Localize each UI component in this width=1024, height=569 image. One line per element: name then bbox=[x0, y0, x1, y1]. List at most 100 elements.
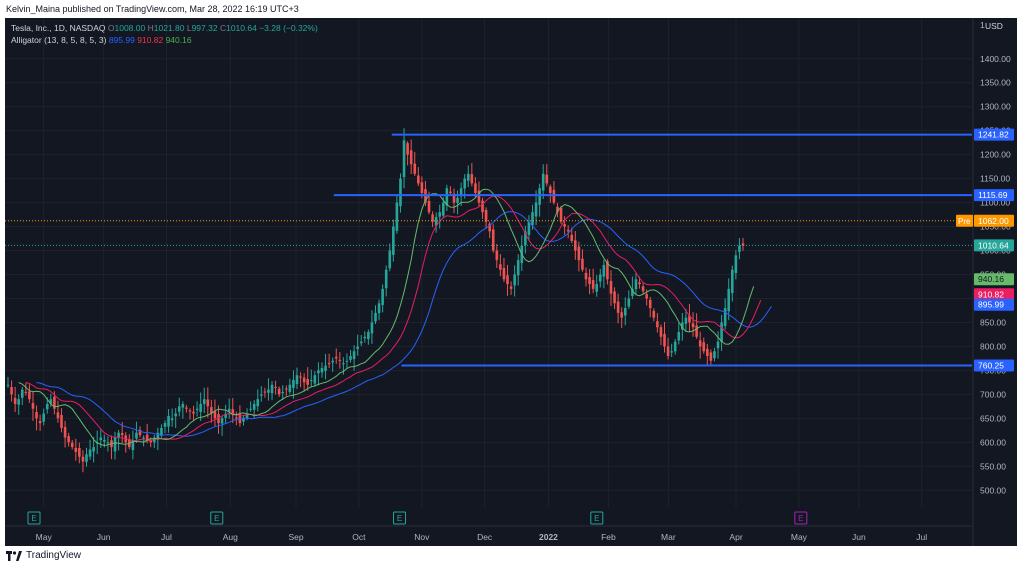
earnings-marker-label: E bbox=[798, 514, 803, 523]
candle-body bbox=[324, 365, 327, 371]
candle-body bbox=[377, 303, 381, 314]
candle-body bbox=[541, 173, 545, 191]
candle-body bbox=[477, 190, 481, 203]
candle-body bbox=[484, 209, 488, 222]
candle-body bbox=[213, 411, 217, 419]
candle-body bbox=[352, 351, 356, 360]
candle-body bbox=[31, 403, 35, 409]
low-value: 997.32 bbox=[191, 23, 218, 33]
candle-body bbox=[317, 370, 320, 374]
candle-body bbox=[67, 436, 70, 443]
candle-body bbox=[188, 410, 192, 412]
y-tick-label: 700.00 bbox=[980, 389, 1006, 399]
candle-body bbox=[702, 342, 706, 352]
candle-body bbox=[206, 399, 210, 407]
candle-body bbox=[698, 340, 702, 347]
candle-body bbox=[470, 174, 474, 184]
candle-body bbox=[659, 327, 663, 337]
candle-body bbox=[374, 312, 377, 322]
alligator-jaw-line bbox=[36, 211, 772, 437]
candle-body bbox=[192, 411, 195, 414]
candle-body bbox=[113, 437, 117, 452]
chart-panel[interactable]: 500.00550.00600.00650.00700.00750.00800.… bbox=[5, 18, 1017, 546]
candle-body bbox=[513, 274, 516, 286]
candle-body bbox=[499, 264, 502, 270]
y-tick-label: 500.00 bbox=[980, 485, 1006, 495]
candle-body bbox=[677, 332, 681, 341]
candle-body bbox=[345, 360, 349, 362]
x-tick-label: 2022 bbox=[539, 532, 558, 542]
candle-body bbox=[570, 234, 574, 241]
candle-body bbox=[20, 389, 24, 398]
candle-body bbox=[545, 174, 549, 184]
candle-body bbox=[409, 150, 413, 165]
candle-body bbox=[245, 413, 249, 419]
currency-label[interactable]: USD bbox=[985, 21, 1003, 31]
candle-body bbox=[395, 202, 399, 231]
candle-body bbox=[88, 449, 92, 457]
lips-value: 940.16 bbox=[165, 35, 192, 45]
candle-body bbox=[370, 322, 374, 334]
candle-body bbox=[70, 442, 74, 448]
candle-body bbox=[656, 321, 659, 328]
x-tick-label: Oct bbox=[352, 532, 366, 542]
candle-body bbox=[135, 432, 138, 439]
candle-body bbox=[527, 221, 531, 235]
candle-body bbox=[438, 212, 442, 217]
candle-body bbox=[417, 175, 420, 184]
x-tick-label: Jul bbox=[161, 532, 172, 542]
x-tick-label: May bbox=[791, 532, 808, 542]
candle-body bbox=[99, 437, 103, 441]
candle-body bbox=[606, 261, 609, 280]
pre-market-price-label: 1062.00 bbox=[978, 216, 1009, 226]
candle-body bbox=[634, 279, 638, 290]
candle-body bbox=[267, 389, 270, 393]
horizontal-level-tag bbox=[974, 128, 1014, 141]
candle-body bbox=[103, 439, 106, 442]
candle-body bbox=[616, 301, 620, 313]
candle-body bbox=[588, 277, 591, 285]
candle-body bbox=[117, 432, 120, 439]
candle-body bbox=[45, 403, 49, 410]
earnings-marker bbox=[27, 511, 41, 525]
candle-body bbox=[556, 206, 559, 213]
candle-body bbox=[327, 363, 331, 365]
candle-body bbox=[313, 375, 317, 384]
pre-market-price-tag bbox=[974, 214, 1014, 227]
y-tick-label: 1200.00 bbox=[980, 150, 1011, 160]
candle-body bbox=[63, 427, 67, 438]
candle-body bbox=[613, 291, 616, 304]
candle-body bbox=[392, 226, 395, 255]
pre-market-badge-label: Pre bbox=[958, 217, 971, 226]
candle-body bbox=[463, 178, 466, 189]
candle-body bbox=[598, 274, 602, 282]
candle-body bbox=[142, 437, 145, 439]
candle-body bbox=[641, 286, 645, 292]
candle-body bbox=[181, 403, 185, 408]
candle-body bbox=[163, 423, 167, 427]
candle-body bbox=[309, 379, 313, 381]
candle-body bbox=[160, 427, 163, 436]
candle-body bbox=[738, 245, 741, 252]
candle-body bbox=[174, 413, 177, 417]
candle-body bbox=[456, 197, 459, 203]
price-chart[interactable]: 500.00550.00600.00650.00700.00750.00800.… bbox=[5, 18, 1017, 546]
candle-body bbox=[449, 191, 452, 193]
candle-body bbox=[320, 368, 324, 373]
footer-brand[interactable]: TradingView bbox=[6, 550, 81, 561]
chart-legend: Tesla, Inc., 1D, NASDAQ O1008.00 H1021.8… bbox=[11, 22, 318, 46]
candle-body bbox=[474, 183, 477, 193]
candle-body bbox=[584, 272, 588, 280]
x-tick-label: Mar bbox=[661, 532, 676, 542]
candle-body bbox=[359, 341, 363, 344]
x-tick-label: Sep bbox=[289, 532, 304, 542]
candle-body bbox=[235, 417, 238, 419]
candle-body bbox=[260, 394, 263, 396]
candle-body bbox=[681, 322, 684, 330]
candle-body bbox=[620, 312, 623, 318]
earnings-marker-label: E bbox=[397, 514, 402, 523]
candle-body bbox=[199, 403, 202, 413]
y-tick-label: 1300.00 bbox=[980, 102, 1011, 112]
candle-body bbox=[227, 408, 231, 412]
candle-body bbox=[367, 332, 370, 340]
